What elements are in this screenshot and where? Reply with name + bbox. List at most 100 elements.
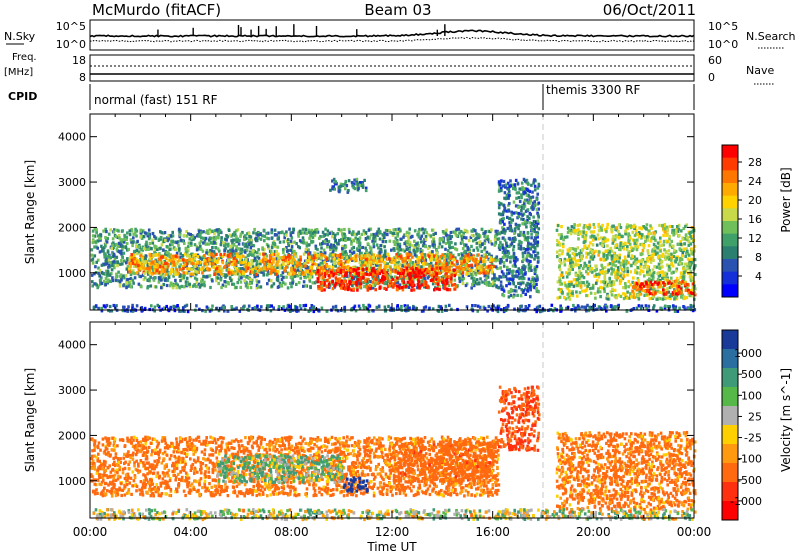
power-cell — [313, 262, 316, 266]
power-cell — [453, 274, 456, 278]
power-cell — [403, 265, 407, 269]
power-cell — [218, 249, 221, 253]
power-cell — [219, 267, 223, 271]
power-cell — [404, 272, 407, 276]
power-cell — [105, 256, 109, 260]
power-cell — [319, 261, 323, 265]
power-cell — [323, 274, 327, 279]
power-cell — [424, 280, 428, 284]
power-cell — [207, 242, 210, 246]
power-cell — [491, 282, 495, 286]
power-cell — [580, 250, 583, 254]
power-cell — [132, 281, 135, 285]
power-cell — [229, 248, 232, 252]
power-cell — [270, 246, 274, 250]
power-cell — [316, 266, 320, 270]
power-cell — [378, 259, 381, 263]
power-cell — [378, 286, 381, 290]
power-cell — [530, 254, 533, 258]
power-cell — [397, 261, 401, 265]
power-cell — [361, 261, 365, 265]
power-cell — [309, 231, 312, 235]
power-cell — [685, 223, 689, 227]
power-cell — [179, 267, 182, 271]
power-cell — [323, 281, 326, 285]
power-cell — [145, 244, 148, 248]
power-cell — [262, 273, 265, 277]
power-cell — [169, 262, 173, 266]
power-cell — [263, 239, 266, 243]
power-cell — [384, 272, 387, 276]
power-cell — [568, 264, 572, 268]
power-cell — [390, 248, 393, 252]
power-cell — [475, 262, 479, 267]
power-cell — [574, 259, 578, 263]
power-cell — [477, 233, 480, 237]
power-cell — [375, 261, 379, 265]
power-cell — [251, 249, 255, 253]
power-cell — [478, 271, 482, 275]
power-cell — [475, 241, 479, 245]
power-cell — [381, 281, 385, 285]
power-cell — [165, 245, 169, 249]
power-cell — [275, 278, 279, 282]
power-cell — [188, 254, 191, 259]
power-cell — [344, 260, 348, 264]
power-cell — [680, 229, 683, 233]
power-cell — [397, 257, 401, 261]
power-cell — [437, 276, 440, 280]
power-cell — [203, 280, 206, 284]
power-cell — [257, 264, 261, 269]
power-cell — [168, 247, 171, 251]
power-cell — [370, 268, 374, 273]
power-cell — [576, 224, 580, 228]
radar-title: McMurdo (fitACF) — [92, 1, 221, 19]
power-cell — [618, 253, 621, 257]
power-cell — [415, 277, 419, 281]
power-cell — [178, 247, 181, 251]
power-cell — [225, 265, 229, 269]
power-cell — [212, 262, 215, 266]
power-cell — [474, 273, 478, 277]
power-cell — [257, 256, 261, 260]
power-cell — [144, 231, 147, 235]
power-cell — [443, 258, 446, 262]
power-cell — [526, 231, 530, 235]
power-cell — [455, 248, 459, 252]
power-cell — [306, 266, 309, 270]
power-cell — [469, 268, 472, 272]
power-cell — [362, 229, 366, 233]
power-cell — [276, 245, 280, 249]
power-cell — [144, 254, 148, 258]
power-cell — [502, 217, 505, 221]
power-cell — [520, 196, 523, 200]
power-cell — [225, 261, 228, 265]
power-cell — [157, 270, 161, 275]
power-cell — [393, 261, 396, 265]
power-cell — [201, 271, 204, 275]
power-cell — [464, 267, 468, 271]
power-cell — [363, 252, 367, 256]
power-cell — [268, 254, 272, 258]
power-cell — [392, 247, 396, 251]
power-cell — [390, 260, 393, 265]
power-cell — [208, 257, 211, 261]
power-cell — [383, 231, 386, 235]
power-cell — [97, 266, 100, 270]
power-cell — [517, 211, 520, 216]
power-cell — [134, 264, 138, 268]
power-cell — [209, 230, 212, 234]
power-cell — [144, 269, 148, 274]
power-cell — [240, 247, 244, 251]
power-cell — [184, 282, 188, 286]
power-cell — [188, 237, 192, 241]
power-cell — [445, 278, 449, 282]
power-cell — [251, 262, 254, 266]
power-cell — [454, 247, 457, 251]
power-cell — [276, 260, 279, 264]
power-cell — [647, 273, 650, 277]
power-cell — [526, 289, 529, 293]
power-cell — [604, 280, 608, 284]
power-cell — [306, 272, 310, 276]
power-cell — [668, 234, 671, 239]
